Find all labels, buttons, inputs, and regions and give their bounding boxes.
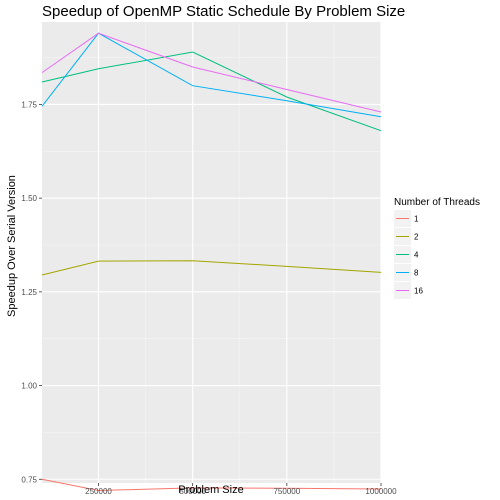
legend-label-16: 16 xyxy=(414,287,423,296)
series-line-4 xyxy=(41,51,382,132)
plot-panel xyxy=(42,22,381,483)
x-tick-label: 500000 xyxy=(179,487,206,496)
y-axis: 0.75 1.00 1.25 1.50 1.75 xyxy=(21,100,42,484)
legend-label-2: 2 xyxy=(414,233,419,242)
x-tick-label: 1000000 xyxy=(365,487,397,496)
y-tick-label: 0.75 xyxy=(21,475,37,484)
x-axis: 250000 500000 750000 1000000 xyxy=(85,483,397,496)
y-tick-label: 1.50 xyxy=(21,194,37,203)
series-line-2 xyxy=(41,260,382,276)
legend: Number of Threads 1 2 4 8 16 xyxy=(394,197,480,299)
x-tick-label: 250000 xyxy=(85,487,112,496)
series-line-16 xyxy=(41,32,382,113)
series-lines xyxy=(41,32,382,492)
x-axis-title: Problem Size xyxy=(178,484,243,496)
legend-label-8: 8 xyxy=(414,269,419,278)
x-tick-label: 750000 xyxy=(273,487,300,496)
chart-title: Speedup of OpenMP Static Schedule By Pro… xyxy=(42,3,405,20)
y-axis-title: Speedup Over Serial Version xyxy=(6,175,18,317)
series-line-8 xyxy=(41,32,382,118)
gridlines xyxy=(42,22,382,483)
legend-title: Number of Threads xyxy=(394,197,480,208)
y-tick-label: 1.00 xyxy=(21,382,37,391)
legend-label-1: 1 xyxy=(414,215,419,224)
y-tick-label: 1.75 xyxy=(21,100,37,109)
legend-label-4: 4 xyxy=(414,251,419,260)
y-tick-label: 1.25 xyxy=(21,288,37,297)
series-line-1 xyxy=(41,478,382,492)
